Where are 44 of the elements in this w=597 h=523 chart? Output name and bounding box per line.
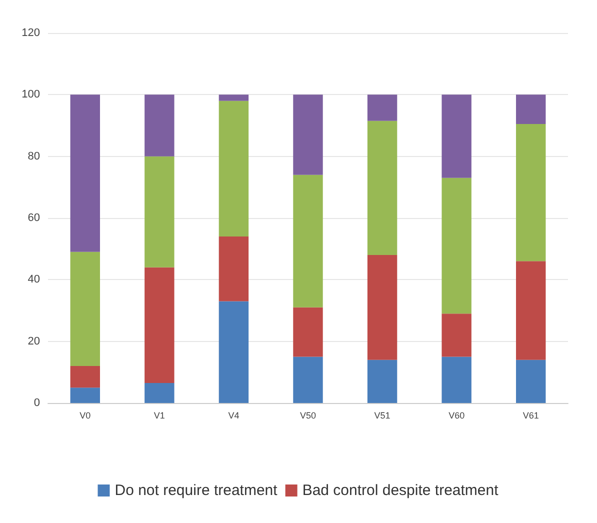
bar [70, 388, 100, 403]
bar [144, 94, 174, 156]
y-tick-label: 100 [22, 88, 40, 101]
x-tick-label: V51 [374, 410, 390, 420]
bar [293, 307, 323, 357]
y-tick-label: 120 [22, 27, 40, 39]
y-tick-label: 0 [34, 397, 40, 409]
bar [516, 360, 546, 403]
y-tick-label: 40 [28, 274, 40, 286]
bar [144, 156, 174, 268]
bar [516, 261, 546, 360]
bar [442, 94, 472, 178]
x-tick-label: V0 [80, 410, 91, 420]
legend-label: Do not require treatment [114, 482, 278, 499]
legend-label: Bad control despite treatment [302, 482, 500, 499]
y-tick-label: 80 [28, 150, 40, 162]
bar [144, 382, 174, 403]
y-tick-label: 20 [28, 335, 40, 348]
bar [293, 356, 323, 403]
x-tick-label: V61 [522, 410, 539, 420]
x-tick-label: V50 [300, 410, 316, 420]
bar [293, 94, 323, 175]
bar [218, 301, 249, 403]
bar [218, 100, 249, 236]
bar [516, 124, 546, 262]
bar [442, 356, 472, 403]
bar [516, 94, 546, 124]
bar [367, 120, 398, 255]
x-tick-label: V60 [448, 410, 465, 420]
x-tick-label: V4 [228, 410, 240, 420]
bar [70, 366, 100, 388]
bar [367, 255, 398, 360]
bar [144, 267, 174, 383]
bar [442, 314, 472, 357]
bar [70, 252, 100, 366]
bar [218, 236, 249, 302]
bar [70, 94, 100, 252]
bar [367, 94, 398, 121]
bar [367, 360, 398, 403]
x-tick-label: V1 [154, 410, 165, 420]
bar [293, 174, 323, 308]
bar [218, 94, 249, 101]
y-tick-label: 60 [28, 212, 40, 224]
bar [442, 178, 472, 314]
